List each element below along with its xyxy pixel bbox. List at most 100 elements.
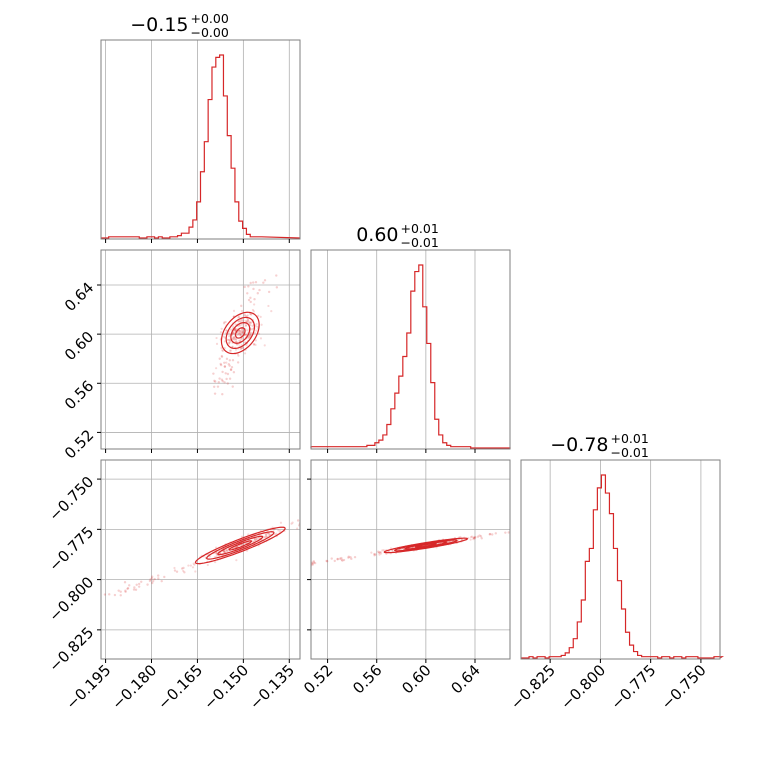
scatter-2-point-24 (546, 526, 548, 528)
scatter-0-core-3 (228, 338, 231, 341)
scatter-1-point-5 (135, 583, 138, 586)
scatter-1-point-14 (183, 571, 186, 574)
scatter-0-core-173 (236, 333, 239, 336)
scatter-2-point-50 (504, 531, 507, 534)
scatter-0-core-42 (247, 336, 250, 339)
scatter-0-point-49 (226, 372, 230, 376)
scatter-0-core-207 (263, 344, 266, 347)
scatter-2-point-15 (311, 561, 314, 564)
hist-0-title: −0.15 (130, 14, 188, 36)
scatter-2-point-46 (488, 533, 491, 536)
scatter-1-core-244 (279, 530, 282, 533)
hist-panel-0: −0.15 +0.00−0.00 (100, 11, 301, 243)
scatter-1-point-21 (296, 519, 300, 522)
scatter-0-point-31 (228, 364, 231, 367)
scatter-1-core-161 (296, 527, 299, 530)
scatter-1-contour-3 (194, 526, 286, 565)
scatter-0-core-165 (245, 333, 248, 336)
hist-1-step (310, 264, 511, 449)
scatter-1-core-123 (215, 555, 218, 558)
scatter-0-core-189 (225, 361, 228, 364)
scatter-2-point-25 (342, 558, 346, 562)
scatter-1-point-32 (300, 521, 302, 523)
scatter-0-core-160 (232, 332, 235, 335)
scatter-0-core-12 (227, 342, 231, 345)
scatter-1-core-95 (173, 566, 176, 570)
scatter-1-point-39 (321, 514, 323, 516)
scatter-0-core-130 (251, 308, 255, 312)
scatter-0-core-79 (251, 324, 254, 327)
scatter-1-core-55 (265, 535, 268, 538)
scatter-1-core-108 (268, 533, 271, 537)
scatter-1-point-18 (157, 577, 160, 580)
scatter-panel-1-2 (307, 459, 548, 663)
scatter-0-core-63 (242, 325, 245, 328)
scatter-1-point-44 (180, 567, 184, 570)
scatter-1-point-28 (124, 590, 127, 593)
scatter-2-point-16 (340, 556, 343, 560)
xtick-label-1-3: 0.64 (447, 661, 483, 697)
scatter-2-point-0 (543, 524, 545, 526)
scatter-1-point-46 (137, 582, 141, 586)
scatter-0-core-73 (250, 328, 254, 331)
scatter-1-core-210 (268, 533, 271, 536)
scatter-2-point-10 (514, 530, 516, 532)
scatter-0-core-59 (241, 330, 244, 334)
scatter-2-point-11 (473, 537, 476, 540)
scatter-2-point-7 (534, 525, 536, 527)
scatter-0-core-134 (254, 343, 257, 346)
scatter-2-point-47 (472, 536, 475, 539)
scatter-0-point-6 (223, 365, 227, 368)
scatter-0-core-77 (253, 331, 257, 335)
scatter-1-point-50 (140, 580, 143, 583)
scatter-0-core-41 (229, 349, 233, 352)
scatter-0-point-15 (219, 363, 223, 367)
scatter-1-core-160 (241, 543, 244, 546)
hist-2-frame (520, 459, 721, 660)
scatter-2-point-36 (333, 559, 336, 563)
scatter-0-core-13 (243, 313, 246, 316)
scatter-2-point-14 (476, 535, 480, 538)
scatter-0-core-40 (239, 338, 243, 341)
scatter-1-point-4 (160, 579, 163, 583)
scatter-0-point-43 (240, 304, 243, 308)
scatter-1-point-0 (173, 569, 177, 572)
scatter-2-point-22 (540, 526, 542, 528)
scatter-0-core-164 (236, 353, 240, 356)
scatter-2-point-18 (480, 537, 483, 540)
hist-2-title-minus: −0.01 (611, 445, 649, 460)
xtick-label-1-2: 0.60 (398, 661, 434, 697)
xtick-label-2-2: −0.775 (607, 661, 659, 713)
scatter-2-point-19 (373, 552, 376, 556)
scatter-1-contour-2 (206, 531, 275, 560)
scatter-0-point-23 (253, 298, 256, 301)
scatter-0-point-48 (231, 385, 234, 388)
scatter-1-point-53 (175, 570, 179, 573)
scatter-2-point-12 (349, 555, 352, 559)
scatter-0-point-7 (221, 370, 224, 374)
scatter-0-point-33 (217, 381, 220, 384)
hist-1-title-minus: −0.01 (401, 235, 439, 250)
scatter-0-core-57 (237, 316, 240, 319)
scatter-0-core-52 (231, 338, 234, 341)
scatter-1-point-10 (366, 492, 368, 494)
scatter-0-point-29 (254, 280, 258, 284)
scatter-0-core-256 (238, 330, 242, 333)
scatter-0-point-45 (247, 298, 251, 302)
scatter-1-core-16 (262, 536, 266, 539)
scatter-0-core-230 (259, 337, 263, 340)
scatter-0-core-29 (244, 319, 248, 322)
hist-2-title-plus: +0.01 (611, 431, 649, 446)
scatter-0-core-208 (220, 346, 223, 350)
hist-0-title-minus: −0.00 (191, 25, 229, 40)
scatter-1-core-66 (240, 535, 244, 538)
scatter-0-core-232 (224, 320, 227, 324)
scatter-0-core-17 (215, 336, 218, 340)
scatter-2-point-3 (534, 527, 536, 529)
scatter-0-core-244 (255, 322, 258, 326)
scatter-1-core-79 (234, 545, 238, 549)
scatter-0-core-97 (228, 341, 231, 344)
scatter-1-point-8 (351, 498, 353, 500)
scatter-2-contour-2 (393, 539, 458, 552)
